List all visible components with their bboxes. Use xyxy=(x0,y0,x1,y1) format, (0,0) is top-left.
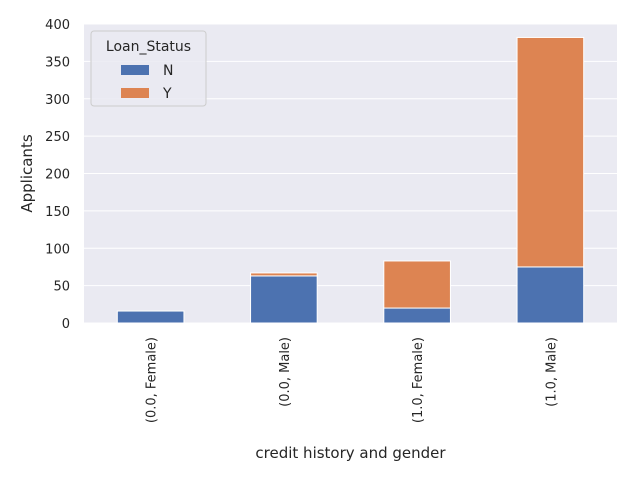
x-axis-label: credit history and gender xyxy=(255,444,446,462)
bar-n-2 xyxy=(383,307,451,324)
x-tick-label: (0.0, Female) xyxy=(145,337,160,423)
bar-y-2 xyxy=(383,260,451,309)
y-axis-ticks: 0 50 100 150 200 250 300 350 400 xyxy=(45,18,70,332)
bar-n-0 xyxy=(116,310,185,324)
y-tick-label: 100 xyxy=(45,242,70,257)
bar-y-1 xyxy=(250,272,318,277)
x-tick-label: (1.0, Male) xyxy=(544,337,559,407)
x-tick-label: (1.0, Female) xyxy=(411,337,426,423)
y-tick-label: 150 xyxy=(45,205,70,220)
bar-n-3 xyxy=(516,266,585,324)
bar-y-3 xyxy=(516,36,585,268)
legend-label-n: N xyxy=(163,63,173,79)
y-tick-label: 300 xyxy=(45,93,70,108)
bars xyxy=(116,36,585,324)
legend-label-y: Y xyxy=(162,86,172,102)
y-tick-label: 200 xyxy=(45,168,70,183)
x-axis-ticks: (0.0, Female) (0.0, Male) (1.0, Female) (1.… xyxy=(145,337,560,423)
y-tick-label: 400 xyxy=(45,18,70,33)
y-axis-label: Applicants xyxy=(18,134,36,212)
y-tick-label: 350 xyxy=(45,55,70,70)
legend-title: Loan_Status xyxy=(106,39,191,55)
y-tick-label: 0 xyxy=(62,317,70,332)
legend: Loan_Status NY xyxy=(90,30,207,107)
x-tick-label: (0.0, Male) xyxy=(278,337,293,407)
y-tick-label: 250 xyxy=(45,130,70,145)
bar-n-1 xyxy=(250,275,318,324)
legend-swatch-y xyxy=(121,88,149,98)
legend-swatch-n xyxy=(121,65,149,75)
y-tick-label: 50 xyxy=(53,280,70,295)
